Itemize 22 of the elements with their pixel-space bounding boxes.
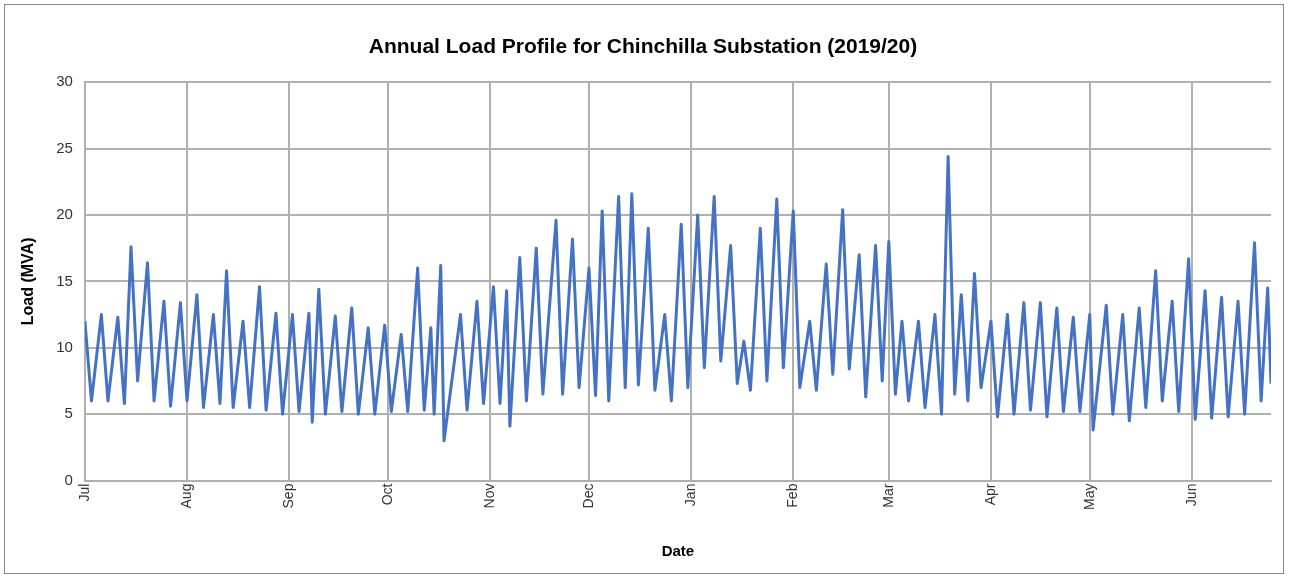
x-tick-label: Apr <box>981 483 998 506</box>
x-tick-label: Oct <box>378 483 395 506</box>
y-tick-label: 10 <box>56 337 73 355</box>
x-tick-label: Dec <box>579 483 596 509</box>
y-tick-label: 5 <box>64 404 73 422</box>
y-tick-label: 25 <box>56 138 73 156</box>
x-axis-title: Date <box>661 542 695 560</box>
x-tick-label: Mar <box>879 483 896 508</box>
x-tick-label: Jun <box>1182 483 1199 507</box>
x-tick-label: Aug <box>177 483 194 509</box>
y-tick-label: 15 <box>56 271 73 289</box>
y-axis-title: Load (MVA) <box>19 237 37 326</box>
x-tick-label: Jan <box>681 483 698 507</box>
x-tick-label: Sep <box>280 483 297 509</box>
y-tick-label: 0 <box>64 470 73 488</box>
y-tick-label: 20 <box>56 205 73 223</box>
chart-title: Annual Load Profile for Chinchilla Substation (2019/20) <box>368 34 918 58</box>
y-tick-label: 30 <box>56 72 73 90</box>
x-tick-label: May <box>1080 483 1097 510</box>
x-tick-label: Nov <box>481 483 497 509</box>
x-tick-label: Feb <box>784 483 801 508</box>
x-tick-label: Jul <box>75 483 92 502</box>
